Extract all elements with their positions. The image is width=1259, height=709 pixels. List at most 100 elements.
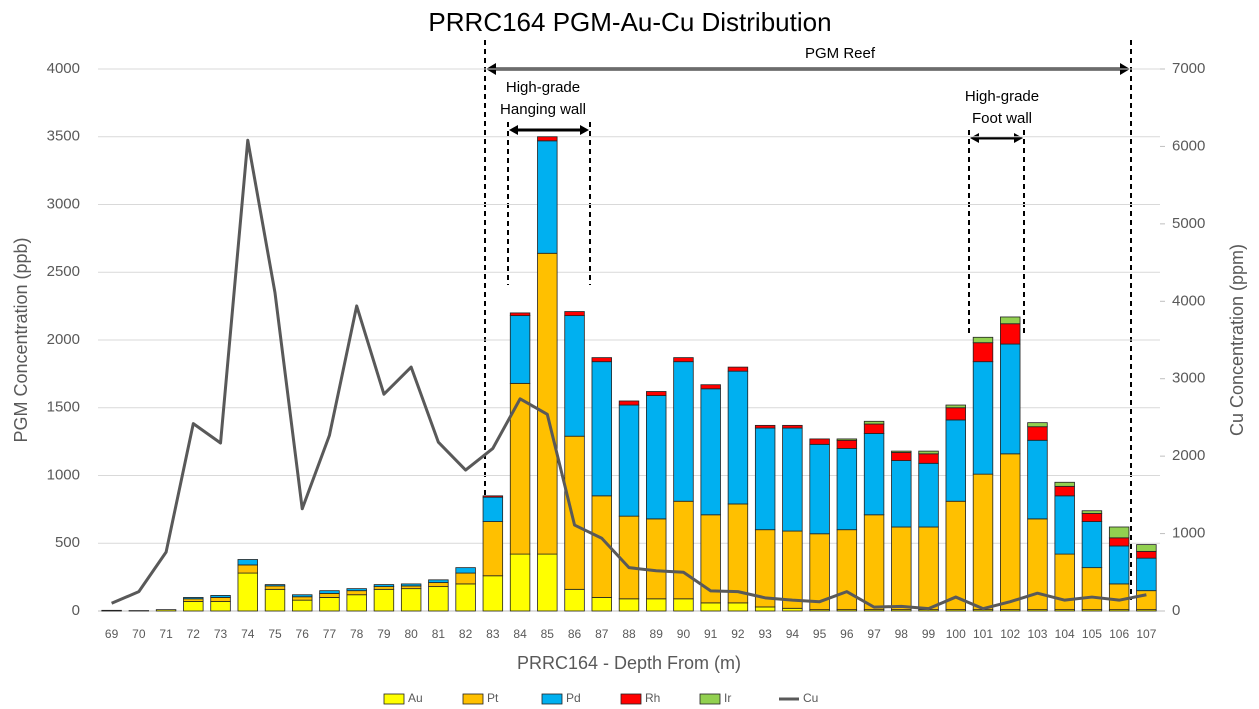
bar-segment <box>346 590 367 596</box>
bar-segment <box>1081 510 1103 514</box>
bar-segment <box>700 602 721 612</box>
bar-segment <box>727 503 749 604</box>
bar-segment <box>564 435 585 590</box>
legend-swatch <box>620 693 642 705</box>
bar-segment <box>863 433 885 516</box>
bar-segment <box>319 592 340 598</box>
bar-segment <box>183 598 204 602</box>
x-tick-label: 70 <box>132 627 146 641</box>
bar-segment <box>1000 343 1021 455</box>
bar-segment <box>754 606 776 612</box>
legend-label: Pt <box>487 691 499 705</box>
bar-segment <box>1108 526 1130 539</box>
bar-segment <box>1027 426 1048 441</box>
x-tick-label: 104 <box>1055 627 1075 641</box>
bar-segment <box>564 311 585 317</box>
y2-tick-label: 4000 <box>1172 292 1205 309</box>
y-tick-label: 1000 <box>47 466 80 483</box>
bar-segment <box>400 588 422 612</box>
x-tick-label: 74 <box>241 627 255 641</box>
x-tick-label: 95 <box>813 627 827 641</box>
bar-segment <box>618 400 640 406</box>
legend-swatch <box>699 693 721 705</box>
bar-segment <box>155 609 177 612</box>
x-tick-label: 93 <box>758 627 772 641</box>
line <box>111 138 1147 611</box>
bar-segment <box>618 515 640 600</box>
bar-segment <box>945 404 966 409</box>
legend-label: Rh <box>645 691 660 705</box>
legend-swatch <box>541 693 563 705</box>
bar-segment <box>918 462 939 528</box>
bar-segment <box>264 584 286 587</box>
bar-segment <box>210 597 231 602</box>
bar-segment <box>1108 537 1130 547</box>
y-tick-label: 2000 <box>47 331 80 348</box>
legend-label: Cu <box>803 691 818 705</box>
bar-segment <box>918 453 939 464</box>
bar-segment <box>1081 567 1103 611</box>
y2-tick-label: 7000 <box>1172 60 1205 77</box>
x-tick-label: 81 <box>432 627 446 641</box>
bar-segment <box>918 526 939 611</box>
bar-segment <box>509 315 531 384</box>
bar-segment <box>564 588 585 612</box>
bar-segment <box>972 336 994 344</box>
x-tick-label: 100 <box>946 627 966 641</box>
bar-segment <box>646 391 667 396</box>
bar-segment <box>1027 439 1048 520</box>
y-tick-label: 1500 <box>47 399 80 416</box>
bar-segment <box>782 424 803 429</box>
bar-segment <box>509 312 531 317</box>
bar-segment <box>591 361 612 497</box>
y-tick-label: 4000 <box>47 60 80 77</box>
bar-segment <box>1054 481 1075 487</box>
x-tick-label: 94 <box>786 627 800 641</box>
chart-title: PRRC164 PGM-Au-Cu Distribution <box>428 7 831 37</box>
bar-segment <box>1136 590 1157 611</box>
bar-segment <box>836 439 858 449</box>
annotation: Foot wall <box>972 110 1032 127</box>
bar-segment <box>972 473 994 611</box>
bar-segment <box>891 526 912 611</box>
bar-segment <box>727 602 749 612</box>
x-tick-label: 90 <box>677 627 691 641</box>
bar-segment <box>210 595 231 598</box>
bar-segment <box>237 559 258 566</box>
bar-segment <box>1081 521 1103 569</box>
bar-segment <box>455 572 476 585</box>
bar-segment <box>700 384 721 390</box>
bar-segment <box>673 500 694 600</box>
bar-segment <box>346 594 367 612</box>
x-tick-label: 78 <box>350 627 364 641</box>
bar-segment <box>972 361 994 475</box>
y2-tick-label: 3000 <box>1172 370 1205 387</box>
bar-segment <box>509 553 531 612</box>
bar-segment <box>210 601 231 612</box>
bar-segment <box>183 601 204 612</box>
bar-segment <box>455 583 476 612</box>
legend-label: Ir <box>724 691 731 705</box>
bar-segment <box>591 357 612 363</box>
y2-tick-label: 5000 <box>1172 215 1205 232</box>
bar-segment <box>264 585 286 590</box>
bar-segment <box>237 564 258 574</box>
bar-segment <box>863 423 885 434</box>
annotation: PGM Reef <box>805 45 876 62</box>
y-axis-label: PGM Concentration (ppb) <box>11 237 31 442</box>
x-tick-label: 80 <box>404 627 418 641</box>
y2-tick-label: 6000 <box>1172 137 1205 154</box>
bar-segment <box>237 572 258 612</box>
bar-segment <box>618 404 640 517</box>
bar-segment <box>183 597 204 600</box>
y2-tick-label: 1000 <box>1172 525 1205 542</box>
legend-swatch <box>462 693 484 705</box>
bar-segment <box>292 599 313 612</box>
bar-segment <box>782 427 803 532</box>
bar-segment <box>1000 453 1021 611</box>
x-tick-label: 85 <box>541 627 555 641</box>
bar-segment <box>1027 422 1048 428</box>
arrow-head <box>509 125 589 135</box>
bar-segment <box>782 607 803 612</box>
x-tick-label: 72 <box>187 627 201 641</box>
